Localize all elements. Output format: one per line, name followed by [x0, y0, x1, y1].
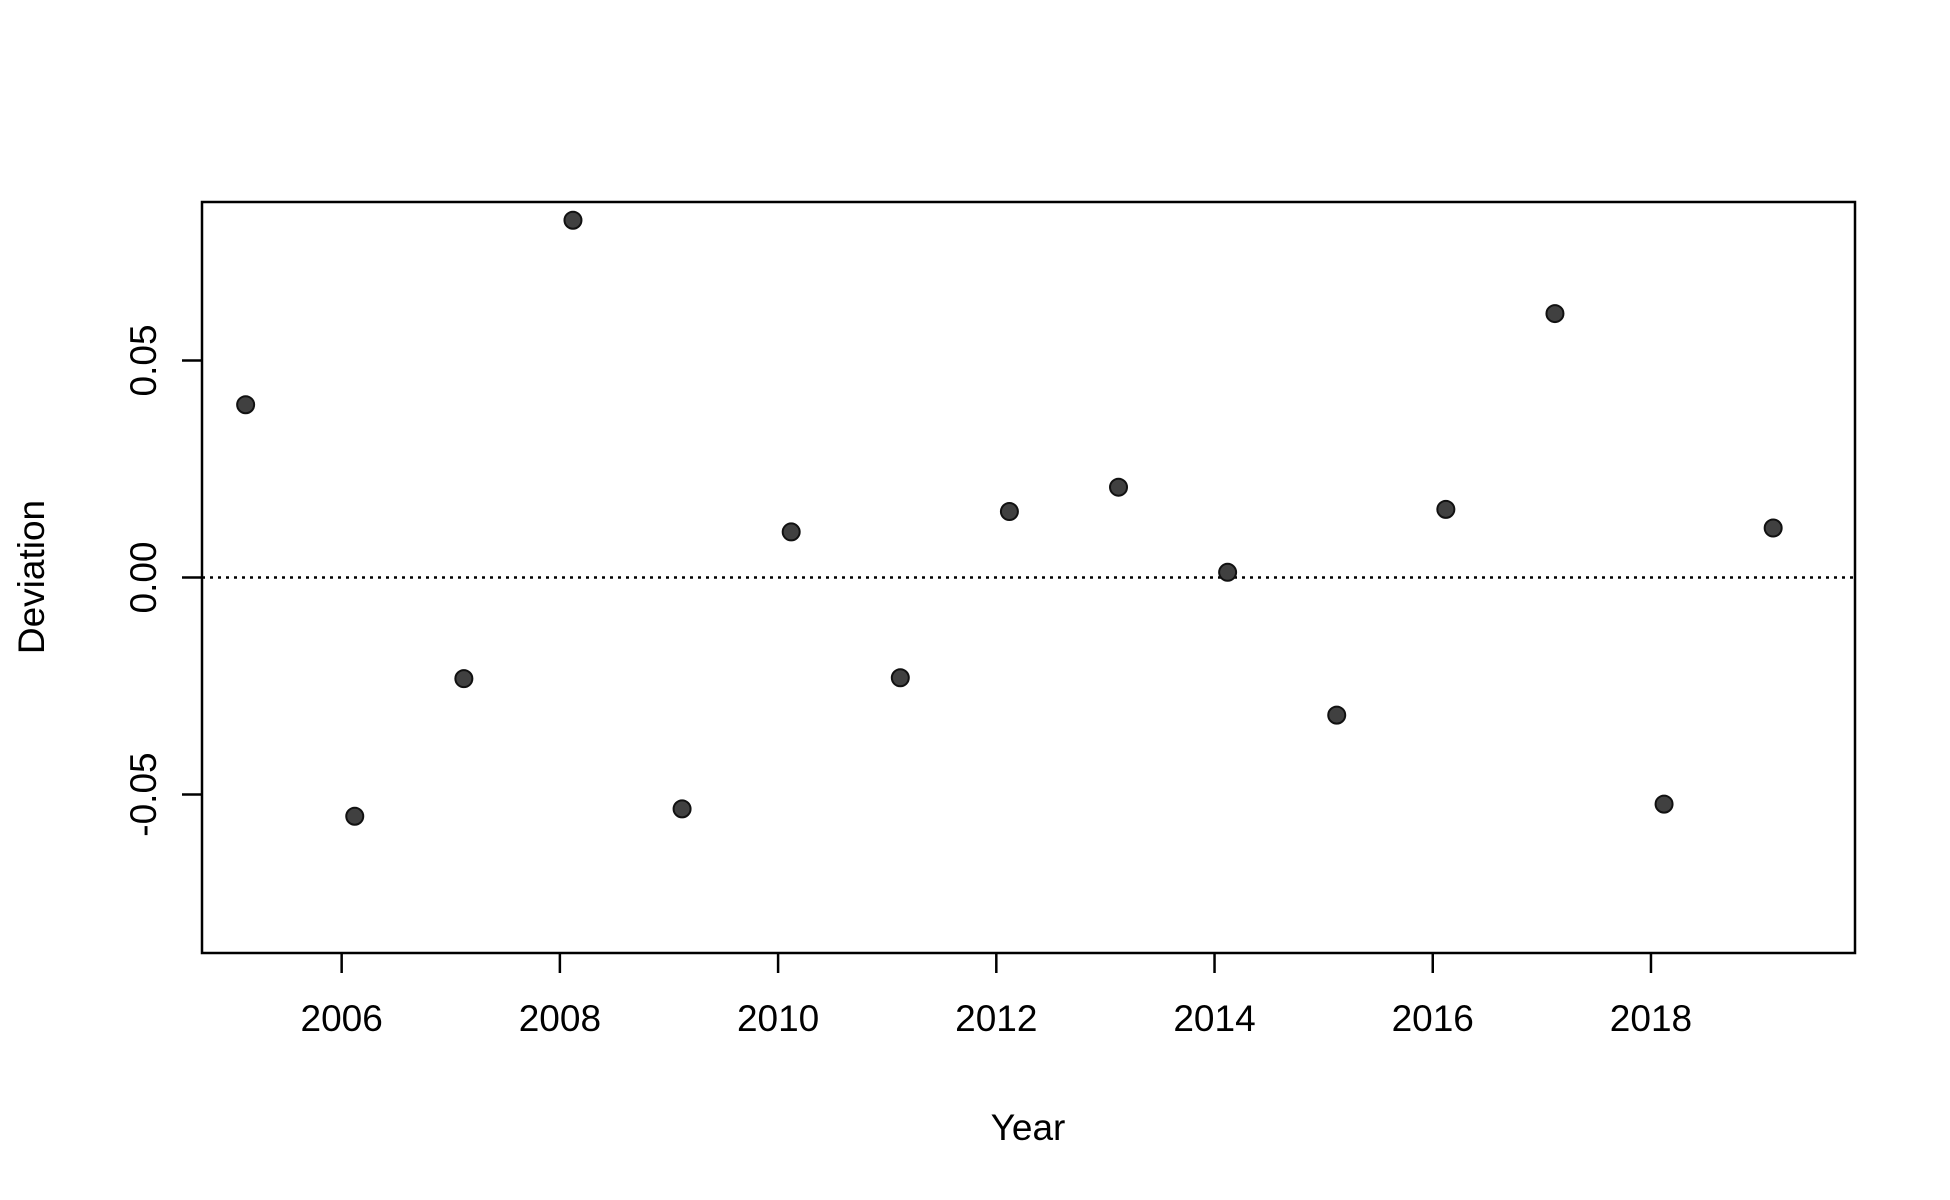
data-point [1218, 562, 1238, 582]
x-tick-label: 2016 [1392, 998, 1474, 1039]
data-point [563, 210, 583, 230]
y-axis: -0.05 0.00 0.05 [123, 324, 202, 837]
x-tick-label: 2012 [955, 998, 1037, 1039]
data-point [1763, 518, 1783, 538]
data-point [781, 522, 801, 542]
data-point [1545, 304, 1565, 324]
x-tick-label: 2006 [301, 998, 383, 1039]
data-point [454, 669, 474, 689]
x-tick-label: 2010 [737, 998, 819, 1039]
y-tick-label: 0.05 [123, 324, 164, 396]
plot-area [200, 200, 1857, 955]
x-tick-label: 2018 [1610, 998, 1692, 1039]
y-axis-title: Deviation [11, 500, 52, 654]
data-point [1327, 705, 1347, 725]
points-layer [236, 210, 1783, 826]
data-point [236, 395, 256, 415]
x-tick-label: 2008 [519, 998, 601, 1039]
x-axis: 2006 2008 2010 2012 2014 2016 2018 [301, 953, 1692, 1039]
data-point [999, 502, 1019, 522]
data-point [1436, 499, 1456, 519]
data-point [1109, 477, 1129, 497]
y-tick-label: 0.00 [123, 541, 164, 613]
data-point [890, 668, 910, 688]
x-tick-label: 2014 [1173, 998, 1255, 1039]
data-point [345, 806, 365, 826]
y-tick-label: -0.05 [123, 752, 164, 836]
data-point [1654, 794, 1674, 814]
data-point [672, 799, 692, 819]
x-axis-title: Year [991, 1107, 1066, 1148]
